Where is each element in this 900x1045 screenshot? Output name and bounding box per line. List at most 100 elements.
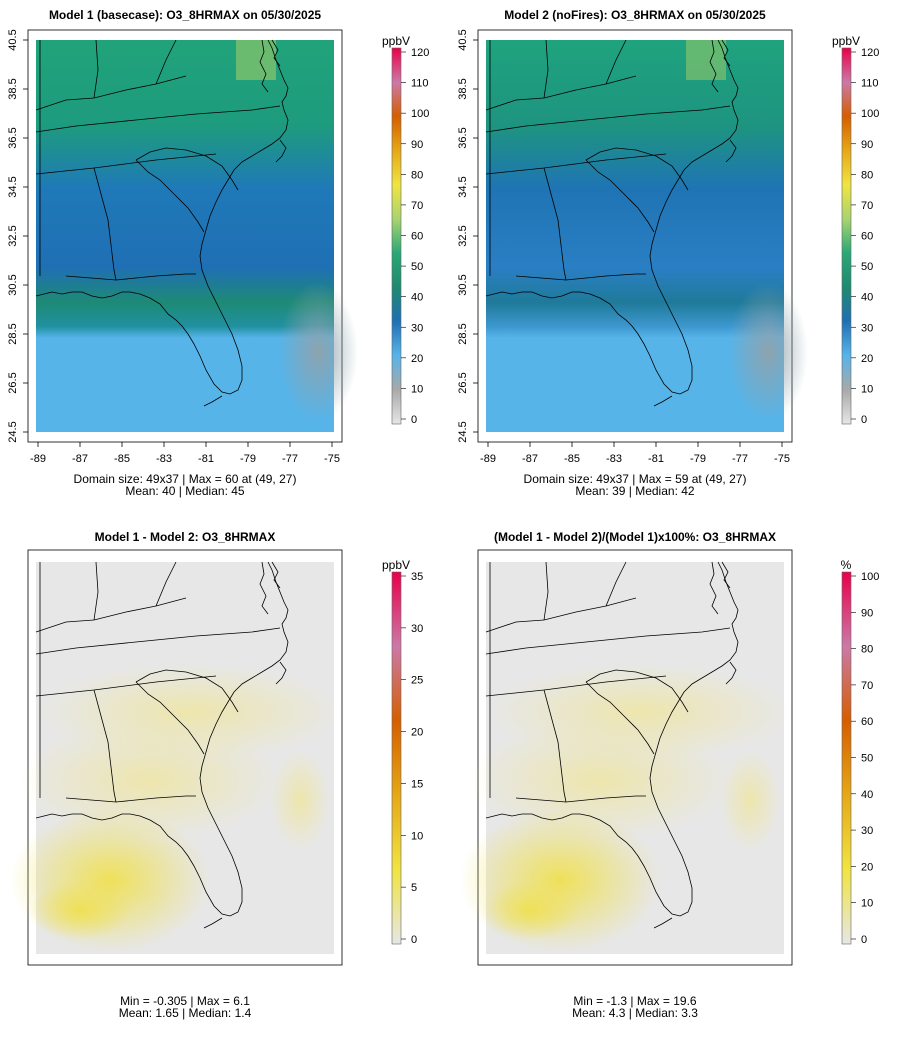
panel2-xtick-label: -85 [564,453,580,465]
panel2-map [477,29,808,443]
panel1-colorbar-tick-label: 70 [411,200,423,212]
panel1-colorbar-tick-label: 100 [411,108,429,120]
panel3-frame [27,549,343,966]
panel2-colorbar-unit: ppbV [832,34,860,48]
panel1-colorbar [391,47,402,425]
panel1-ytick-label: 38.5 [7,78,19,99]
panel3-stats-line2: Mean: 1.65 | Median: 1.4 [118,1006,252,1020]
panel2-colorbar-tick-label: 40 [861,292,873,304]
panel1-colorbar-tick-label: 80 [411,169,423,181]
panel1-stats-line2: Mean: 40 | Median: 45 [125,484,245,498]
panel4-colorbar-tick-label: 20 [861,861,873,873]
panel4-colorbar-tick-label: 50 [861,753,873,765]
panel3-colorbar-tick-label: 5 [411,882,417,894]
panel2-ytick-label: 32.5 [457,225,469,246]
panel2-xtick-label: -87 [522,453,538,465]
panel2-colorbar-tick-label: 0 [861,414,867,426]
panel3-colorbar-unit: ppbV [382,558,410,572]
panel2-xtick-label: -77 [732,453,748,465]
panel1-colorbar-tick-label: 0 [411,414,417,426]
panel2-xtick-label: -75 [774,453,790,465]
panel2-ytick-label: 30.5 [457,274,469,295]
panel2-ytick-label: 36.5 [457,127,469,148]
panel3-title: Model 1 - Model 2: O3_8HRMAX [94,530,276,544]
panel4-colorbar-tick-label: 60 [861,716,873,728]
panel2-colorbar-tick-label: 70 [861,200,873,212]
panel4-map [460,549,793,966]
panel4-colorbar-tick-label: 90 [861,607,873,619]
panel1-map [27,29,358,443]
panel4-colorbar [841,571,852,945]
panel1-stats-line1: Domain size: 49x37 | Max = 60 at (49, 27… [73,472,297,486]
panel1-ytick-label: 36.5 [7,127,19,148]
panel3-colorbar-tick-label: 20 [411,727,423,739]
panel2-low-ozone-area [728,282,808,422]
panel2-stats-line2: Mean: 39 | Median: 42 [575,484,695,498]
panel4-colorbar-tick-label: 30 [861,825,873,837]
panel2-colorbar-tick-label: 20 [861,353,873,365]
panel1-xtick-label: -89 [30,453,46,465]
panel1-high-ozone-area [236,40,276,80]
panel2-xtick-label: -81 [648,453,664,465]
panel2-stats-line1: Domain size: 49x37 | Max = 59 at (49, 27… [523,472,747,486]
panel2-high-ozone-area [686,40,726,80]
panel1-colorbar-tick-label: 20 [411,353,423,365]
panel1-title: Model 1 (basecase): O3_8HRMAX on 05/30/2… [48,8,322,22]
panel3-colorbar-tick-label: 15 [411,778,423,790]
panel1-ytick-label: 32.5 [7,225,19,246]
panel4-frame [477,549,793,966]
panel4-stats-line2: Mean: 4.3 | Median: 3.3 [572,1006,698,1020]
panel1-colorbar-tick-label: 40 [411,292,423,304]
panel2-xtick-label: -79 [690,453,706,465]
panel2-ytick-label: 34.5 [457,176,469,197]
panel2-colorbar-tick-label: 30 [861,322,873,334]
panel3-colorbar-tick-label: 30 [411,623,423,635]
panel1-colorbar-tick-label: 110 [411,78,429,90]
panel1-colorbar-unit: ppbV [382,34,410,48]
panel3-map [10,549,343,966]
panel3-diff-max-area [30,880,130,940]
panel4-diff-area-mid [470,720,730,840]
panel1-low-ozone-area [278,282,358,422]
panel1-colorbar-tick-label: 30 [411,322,423,334]
panel2-colorbar-tick-label: 60 [861,231,873,243]
panel2-colorbar-tick-label: 110 [861,78,879,90]
colorbar-layer: ppbV0102030405060708090100110120ppbV0102… [382,34,879,946]
panel3-colorbar-tick-label: 25 [411,675,423,687]
panel4-colorbar-tick-label: 0 [861,934,867,946]
panel4-diff-max-area [480,880,580,940]
panel4-stats-line1: Min = -1.3 | Max = 19.6 [573,994,697,1008]
panel2-ytick-label: 40.5 [457,29,469,50]
panel1-ytick-label: 28.5 [7,323,19,344]
panel1-xtick-label: -87 [72,453,88,465]
panel3-diff-area-mid [20,720,280,840]
panel1-colorbar-tick-label: 120 [411,47,429,59]
panel2-colorbar-tick-label: 50 [861,261,873,273]
panel2-xtick-label: -89 [480,453,496,465]
panel1-xtick-label: -79 [240,453,256,465]
panel3-diff-area-offshore [270,750,330,850]
panel1-colorbar-tick-label: 50 [411,261,423,273]
axes-layer: -89 -87 -85 -83 -81 -79 -77 -75 24.5 26.5 28.5 30.5… [7,29,790,465]
panel4-colorbar-unit: % [841,558,852,572]
panel1-xtick-label: -85 [114,453,130,465]
panel3-colorbar [391,571,402,945]
panel4-colorbar-tick-label: 70 [861,680,873,692]
panel1-xtick-label: -77 [282,453,298,465]
panel2-colorbar-tick-label: 90 [861,139,873,151]
panel1-ytick-label: 40.5 [7,29,19,50]
panel2-ytick-label: 38.5 [457,78,469,99]
panel3-colorbar-tick-label: 35 [411,571,423,583]
panel3-colorbar-tick-label: 10 [411,830,423,842]
panel1-xtick-label: -75 [324,453,340,465]
panel1-colorbar-tick-label: 90 [411,139,423,151]
panel4-colorbar-tick-label: 100 [861,571,879,583]
panel2-xtick-label: -83 [606,453,622,465]
panel1-colorbar-tick-label: 60 [411,231,423,243]
panel2-colorbar [841,47,852,425]
panel1-xtick-label: -83 [156,453,172,465]
panel3-stats-line1: Min = -0.305 | Max = 6.1 [120,994,250,1008]
panel2-ytick-label: 28.5 [457,323,469,344]
panel4-colorbar-tick-label: 40 [861,789,873,801]
